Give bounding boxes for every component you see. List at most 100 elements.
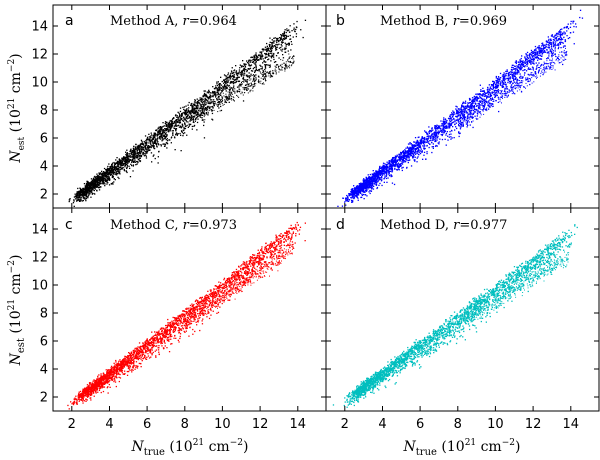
panel-b-point-1929: [528, 59, 530, 61]
panel-a-point-2058: [267, 47, 269, 49]
panel-a-point-2360: [232, 75, 234, 77]
panel-a-point-2526: [253, 75, 256, 77]
panel-b-point-30: [575, 23, 577, 25]
panel-a-point-2935: [185, 114, 186, 115]
panel-a-point-2600: [184, 118, 186, 120]
panel-b-point-1844: [469, 105, 471, 107]
panel-a-point-1497: [173, 127, 176, 130]
panel-b-point-818: [433, 138, 435, 140]
panel-a-point-1914: [229, 82, 231, 84]
panel-a-point-1993: [121, 167, 123, 169]
panel-a-point-2392: [216, 81, 218, 83]
panel-a-point-711: [152, 142, 154, 144]
panel-b-point-193: [557, 43, 559, 45]
panel-b-point-61: [515, 67, 517, 70]
panel-a-point-1022: [246, 70, 248, 73]
panel-b-point-1805: [481, 95, 484, 97]
panel-a-point-2865: [232, 96, 234, 98]
panel-a-point-1292: [104, 185, 106, 187]
panel-a-point-1168: [233, 76, 235, 78]
panel-a-point-612: [104, 178, 107, 180]
panel-a-point-1549: [255, 64, 257, 66]
panel-b-point-1644: [443, 131, 446, 133]
panel-b-point-131: [356, 188, 358, 190]
panel-a-point-1988: [73, 199, 75, 201]
panel-a-point-1953: [174, 115, 177, 117]
panel-a-point-2021: [84, 189, 87, 191]
panel-b-point-1671: [540, 55, 543, 57]
panel-a-point-2575: [95, 181, 98, 183]
panel-a-point-1529: [290, 49, 292, 51]
panel-a-point-949: [261, 83, 263, 85]
panel-a-point-937: [204, 90, 206, 92]
panel-b-point-1588: [512, 66, 514, 69]
panel-b-point-1184: [504, 73, 506, 75]
panel-a-point-53: [203, 95, 205, 97]
panel-a-point-935: [215, 87, 217, 89]
panel-b-point-1708: [475, 93, 477, 95]
panel-a-point-2686: [204, 109, 206, 111]
panel-a-point-2376: [106, 179, 108, 181]
panel-a-point-2590: [125, 159, 128, 161]
panel-a-point-1488: [105, 172, 107, 174]
panel-a-point-1843: [85, 192, 87, 195]
panel-b-point-1288: [411, 154, 413, 157]
panel-a-point-1624: [98, 177, 100, 179]
panel-a-point-820: [139, 153, 141, 155]
panel-b-point-183: [449, 120, 451, 122]
panel-a-point-2598: [264, 66, 267, 68]
panel-a-point-2303: [144, 142, 146, 144]
panel-a-point-2097: [85, 195, 87, 197]
panel-b-point-681: [405, 158, 407, 160]
panel-a-point-2170: [283, 38, 285, 40]
panel-a-point-2222: [289, 38, 291, 40]
panel-a-point-3002: [288, 57, 290, 59]
panel-a-point-1407: [69, 199, 71, 201]
panel-a-point-1579: [160, 127, 162, 129]
panel-b-point-970: [474, 99, 476, 101]
panel-a-point-267: [217, 101, 220, 103]
panel-a-point-2532: [84, 185, 87, 187]
panel-a-point-1411: [209, 99, 212, 101]
panel-a-point-2541: [226, 77, 228, 79]
panel-b-point-1625: [426, 151, 428, 153]
panel-a-point-1565: [112, 172, 114, 174]
panel-a-point-1891: [150, 139, 152, 141]
panel-a-point-1244: [173, 136, 176, 138]
panel-b-point-1306: [452, 115, 454, 117]
panel-a-point-555: [280, 36, 283, 38]
panel-a-point-595: [200, 101, 202, 103]
panel-a-point-2632: [290, 65, 292, 67]
panel-b-point-1612: [534, 56, 536, 58]
panel-a-point-2209: [142, 143, 145, 145]
panel-a-point-265: [218, 89, 221, 91]
panel-b-point-1663: [400, 158, 402, 160]
panel-a-point-2582: [116, 168, 118, 170]
panel-a-point-1283: [101, 172, 104, 174]
panel-a-point-2760: [203, 108, 205, 110]
panel-a-point-2018: [101, 176, 103, 178]
panel-a-point-2131: [133, 152, 135, 154]
panel-a-point-2238: [123, 156, 125, 158]
panel-a-point-2200: [103, 171, 105, 173]
panel-a-point-24: [293, 27, 295, 29]
panel-a-point-2950: [192, 113, 194, 115]
panel-a-point-2341: [217, 92, 220, 94]
panel-a-point-2570: [191, 128, 193, 130]
panel-a-point-2440: [247, 68, 249, 70]
panel-a-point-1309: [257, 59, 260, 61]
panel-a-point-971: [136, 163, 138, 165]
panel-b-point-1367: [435, 133, 438, 135]
panel-b-point-1933: [351, 201, 354, 203]
panel-b-point-1604: [408, 152, 410, 154]
panel-b-point-1629: [492, 103, 494, 105]
panel-a-point-1198: [212, 96, 214, 98]
panel-a-point-1875: [207, 92, 210, 94]
panel-a-point-1523: [111, 167, 114, 169]
panel-b-point-1576: [532, 58, 534, 61]
panel-a-point-691: [108, 177, 111, 179]
panel-a-point-2963: [275, 69, 277, 71]
panel-b-point-1600: [353, 193, 356, 195]
panel-b-point-684: [542, 46, 545, 48]
panel-b-point-1556: [462, 109, 464, 111]
